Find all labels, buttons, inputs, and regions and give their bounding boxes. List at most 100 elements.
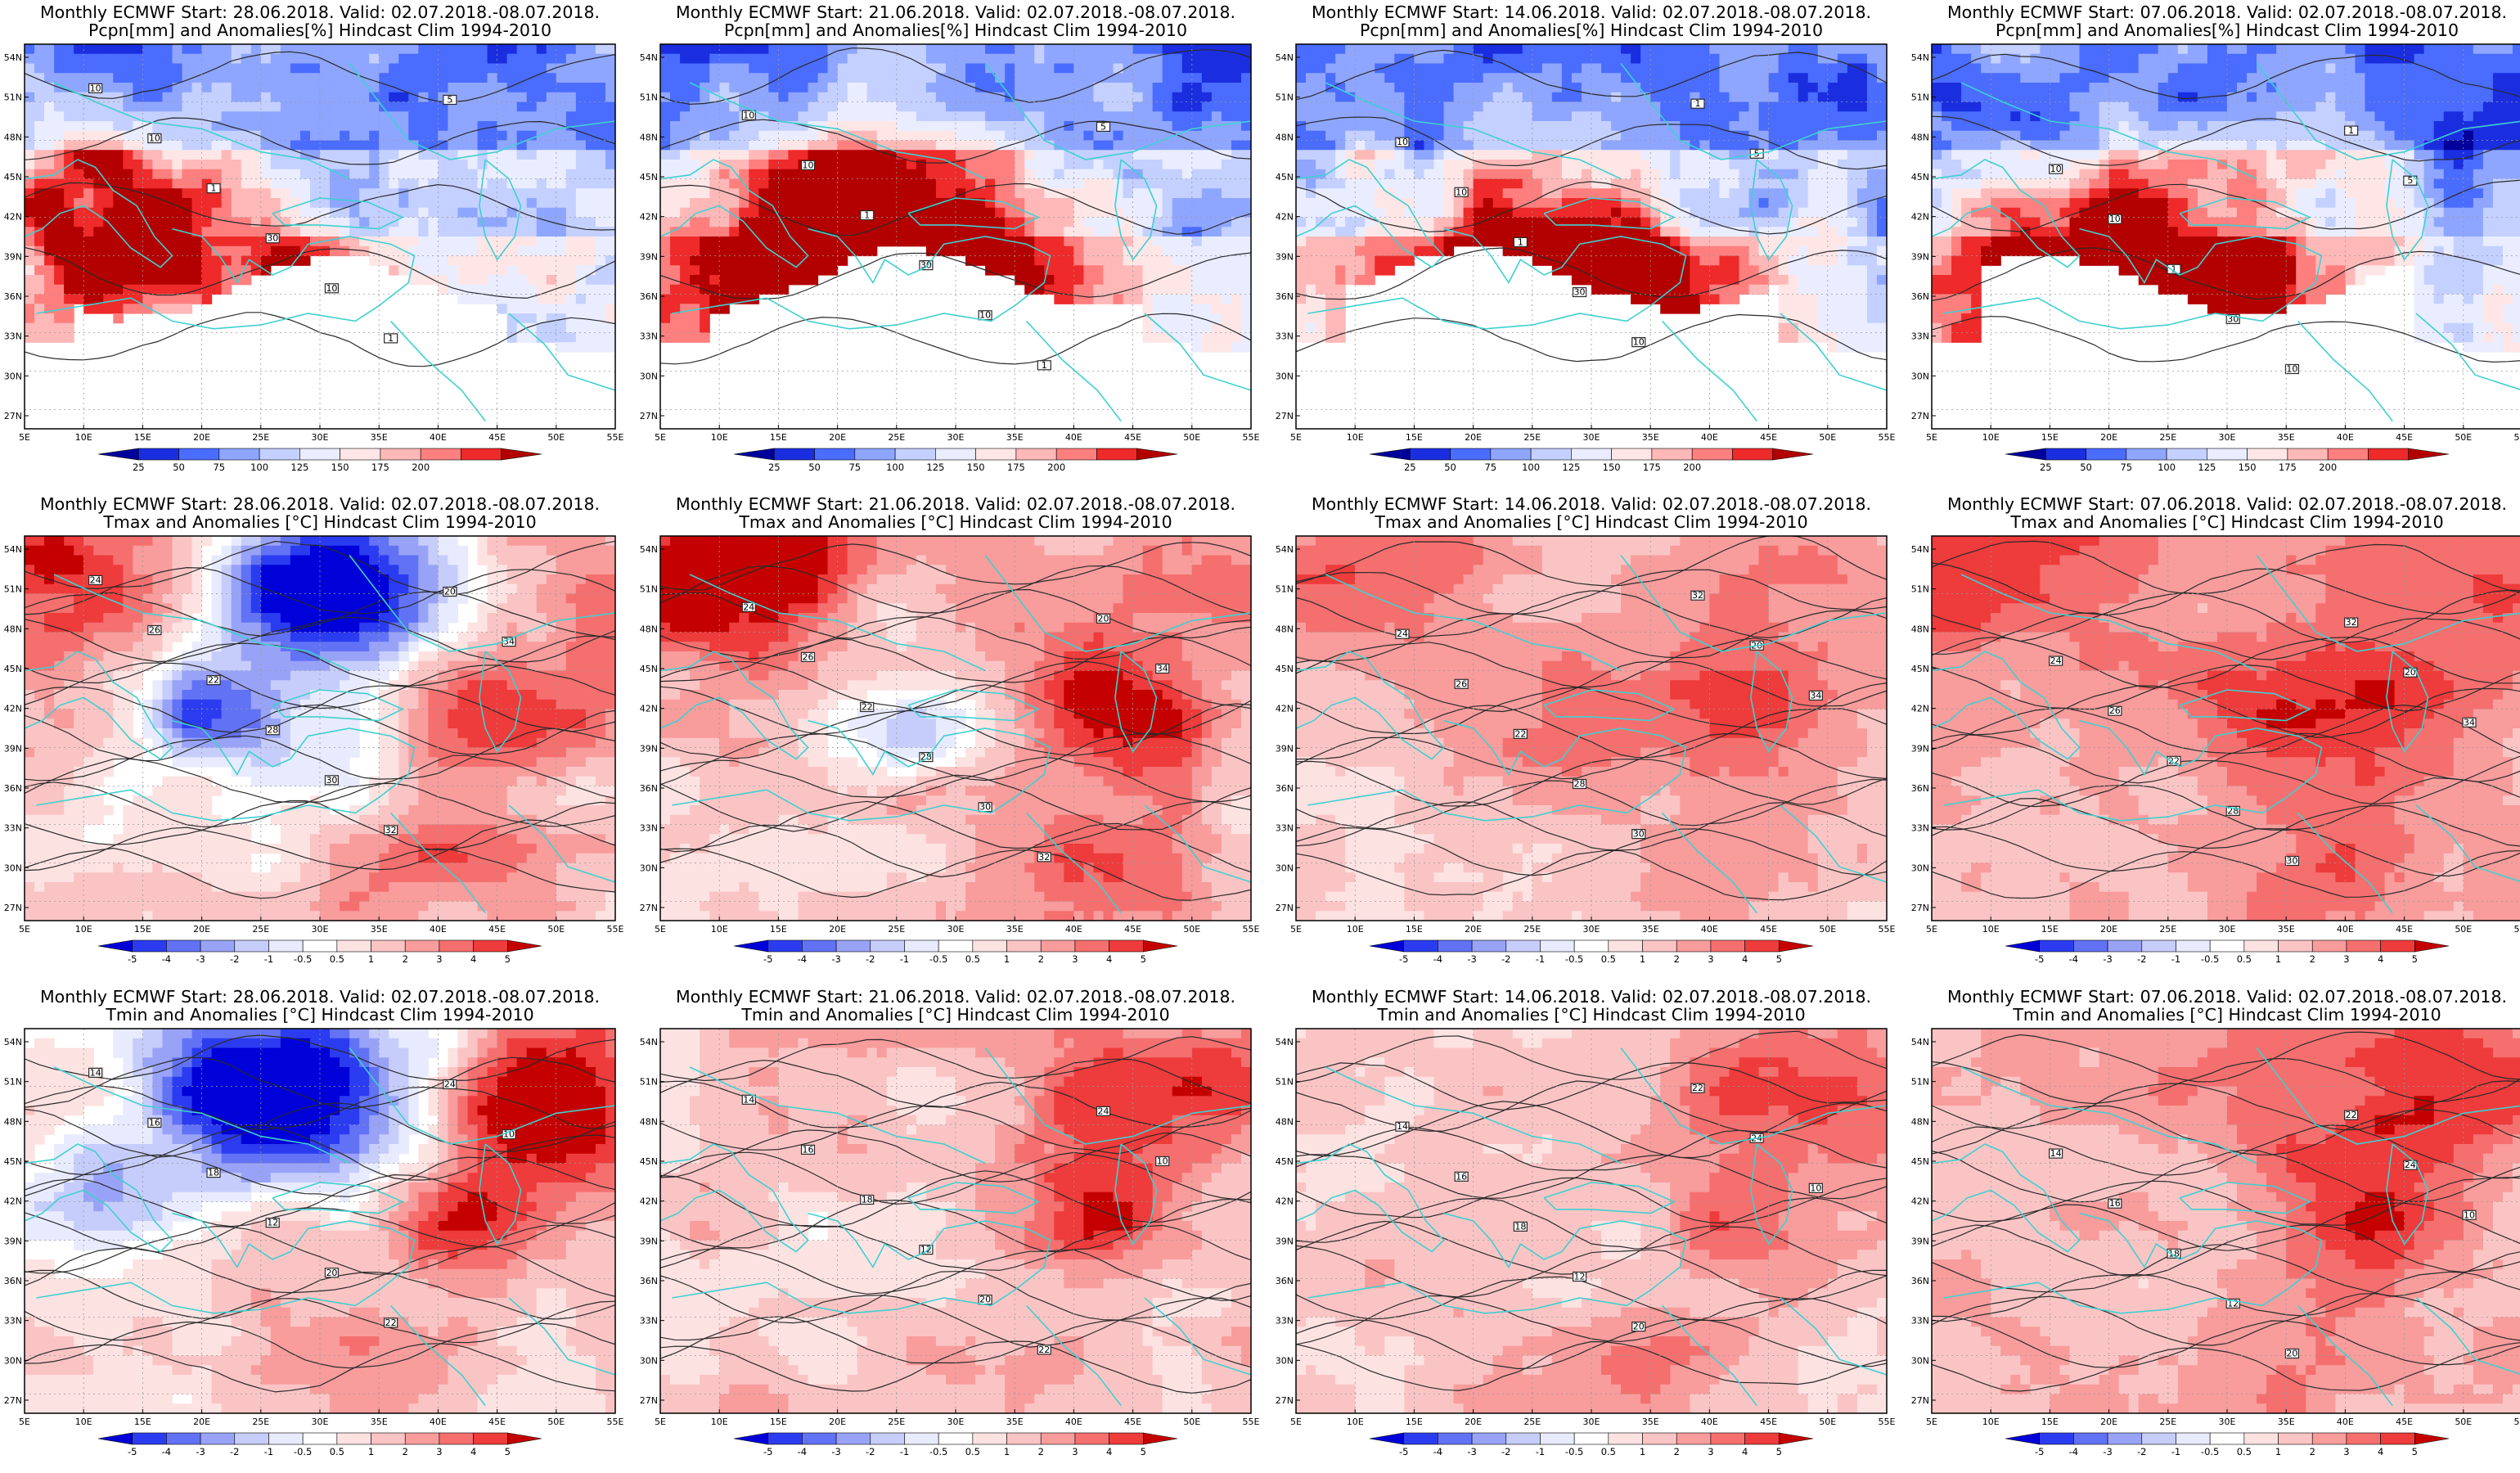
colorbar-label: 175 — [371, 462, 389, 473]
coastline — [1443, 719, 1687, 799]
panel-title: Monthly ECMWF Start: 21.06.2018. Valid: … — [676, 494, 1235, 514]
coastline — [1114, 651, 1158, 753]
lon-tick-label: 55E — [1243, 924, 1260, 935]
colorbar-label: 1 — [2275, 1446, 2281, 1457]
lon-tick-label: 30E — [2219, 924, 2236, 935]
colorbar-label: 0.5 — [2237, 953, 2252, 965]
colorbar-swatch — [259, 448, 300, 461]
lat-tick-label: 42N — [1911, 212, 1929, 223]
lat-tick-label: 48N — [1911, 624, 1929, 634]
colorbar-label: -0.5 — [294, 1446, 312, 1457]
colorbar-arrow-high — [501, 448, 542, 461]
colorbar-label: -3 — [1467, 1446, 1476, 1457]
colorbar-label: -5 — [1399, 953, 1408, 965]
colorbar-label: 5 — [2412, 1446, 2418, 1457]
lat-tick-label: 30N — [640, 1355, 658, 1366]
colorbar-label: -1 — [2171, 953, 2180, 965]
panel-title: Monthly ECMWF Start: 21.06.2018. Valid: … — [676, 987, 1235, 1007]
lat-tick-label: 48N — [4, 624, 22, 634]
colorbar-label: 2 — [403, 1446, 408, 1457]
panel-title: Monthly ECMWF Start: 28.06.2018. Valid: … — [40, 987, 600, 1007]
lon-tick-label: 45E — [488, 432, 506, 443]
contour-label: 16 — [803, 1144, 814, 1155]
colorbar-label: 100 — [250, 462, 268, 473]
colorbar: -5 -4 -3 -2 -1 -0.5 0.5 1 2 3 4 5 — [733, 1432, 1178, 1457]
colorbar-label: -3 — [831, 953, 840, 965]
contour-label: 22 — [862, 702, 873, 713]
graticule — [25, 536, 615, 921]
contour-label-bg — [1454, 1171, 1469, 1182]
colorbar-label: 100 — [886, 462, 904, 473]
contour-label-bg — [1395, 137, 1410, 147]
colorbar-swatch — [938, 939, 974, 953]
colorbar: -5 -4 -3 -2 -1 -0.5 0.5 1 2 3 4 5 — [97, 1432, 542, 1457]
contour-label: 32 — [1038, 852, 1050, 863]
colorbar-label: 2 — [1674, 953, 1680, 965]
colorbar-swatch — [1490, 448, 1532, 461]
colorbar-swatch — [854, 448, 896, 461]
lat-tick-label: 30N — [1276, 371, 1294, 381]
coastline — [272, 1182, 405, 1214]
contour-label: 24 — [90, 574, 101, 585]
contour-label-bg — [265, 725, 280, 736]
colorbar-swatch — [1710, 1432, 1745, 1445]
contour-label: 20 — [2286, 1349, 2297, 1359]
contour-label: 34 — [1810, 690, 1821, 700]
lon-tick-label: 55E — [2514, 1417, 2520, 1427]
contour-label-bg — [1513, 236, 1528, 247]
colorbar: -5 -4 -3 -2 -1 -0.5 0.5 1 2 3 4 5 — [1369, 1432, 1814, 1457]
lon-tick-label: 5E — [1290, 924, 1302, 935]
colorbar-swatch — [1403, 939, 1438, 953]
contour-label: 30 — [326, 775, 337, 786]
lon-tick-label: 10E — [75, 432, 92, 443]
lat-tick-label: 30N — [1276, 1355, 1294, 1366]
colorbar-swatch — [340, 448, 381, 461]
colorbar-arrow-low — [2005, 448, 2046, 461]
lat-tick-label: 48N — [1276, 624, 1294, 634]
lat-tick-label: 48N — [640, 1116, 658, 1127]
lat-tick-label: 54N — [1911, 544, 1929, 555]
colorbar-label: -1 — [1536, 953, 1545, 965]
colorbar-label: 25 — [768, 462, 781, 473]
colorbar-label: 2 — [403, 953, 408, 965]
contour-label-bg — [384, 333, 398, 344]
colorbar-label: 150 — [1603, 462, 1621, 473]
contour-label-bg — [2284, 1348, 2300, 1359]
colorbar-label: 2 — [1674, 1446, 1680, 1457]
colorbar-label: 2 — [1038, 953, 1044, 965]
colorbar-label: -5 — [763, 1446, 772, 1457]
lon-tick-label: 25E — [252, 1417, 269, 1427]
contour-label-bg — [2108, 705, 2122, 716]
lat-tick-label: 27N — [1911, 411, 1929, 421]
lat-tick-label: 54N — [640, 544, 658, 555]
contour-label: 32 — [1692, 590, 1703, 601]
lon-tick-label: 55E — [1243, 1417, 1260, 1427]
lon-tick-label: 15E — [2041, 924, 2059, 935]
contour-label: 26 — [2109, 705, 2121, 716]
lon-tick-label: 10E — [75, 924, 92, 935]
lon-tick-label: 40E — [430, 924, 447, 935]
lat-tick-label: 33N — [1911, 823, 1929, 834]
colorbar-swatch — [1642, 1432, 1677, 1445]
contour-label-bg — [2108, 1198, 2122, 1209]
anomaly-field — [1296, 1029, 1887, 1413]
lon-tick-label: 5E — [655, 924, 666, 935]
panel-title: Monthly ECMWF Start: 14.06.2018. Valid: … — [1312, 494, 1871, 514]
colorbar-label: 4 — [2378, 1446, 2383, 1457]
lat-tick-label: 30N — [1911, 863, 1929, 873]
lat-tick-label: 30N — [1911, 371, 1929, 381]
lat-tick-label: 45N — [1276, 1156, 1294, 1167]
contour-label: 26 — [803, 651, 814, 662]
lon-tick-label: 55E — [1243, 432, 1260, 443]
coastline — [1026, 812, 1122, 914]
contour-label: 10 — [743, 110, 754, 120]
lat-tick-label: 51N — [4, 584, 22, 595]
contour-label: 28 — [1574, 779, 1586, 790]
contour-label-bg — [2462, 717, 2477, 727]
contour-label: 30 — [2286, 856, 2297, 867]
colorbar-swatch — [234, 1432, 269, 1445]
lat-tick-label: 27N — [1911, 903, 1929, 913]
lat-tick-label: 33N — [1911, 1316, 1929, 1327]
colorbar-label: -4 — [1433, 953, 1442, 965]
colorbar-swatch — [2380, 1432, 2415, 1445]
